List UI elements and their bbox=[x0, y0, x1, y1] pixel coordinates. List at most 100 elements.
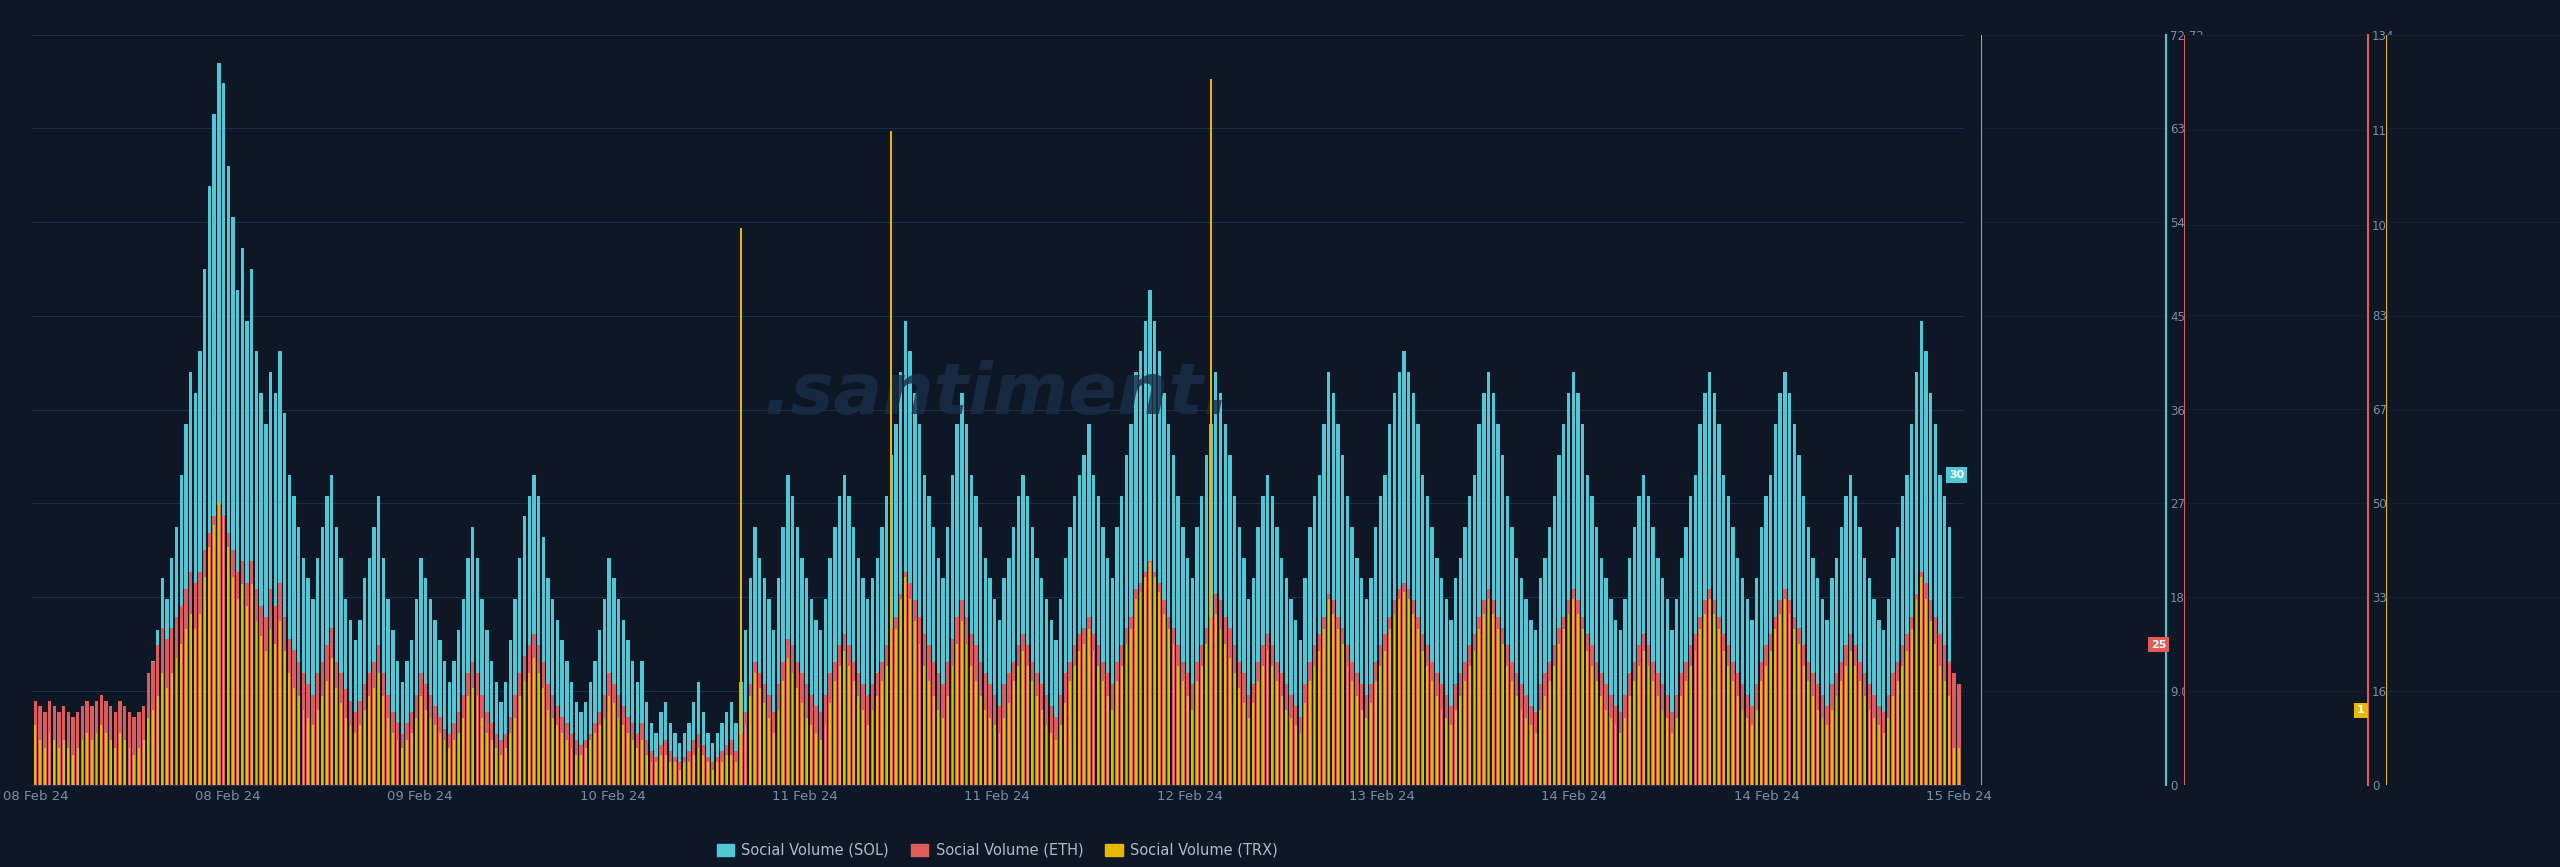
Bar bbox=[486, 712, 489, 785]
Bar bbox=[1751, 620, 1754, 785]
Bar bbox=[627, 718, 630, 785]
Bar bbox=[1859, 527, 1861, 785]
Bar bbox=[594, 723, 596, 785]
Bar bbox=[1359, 684, 1364, 785]
Bar bbox=[832, 662, 837, 785]
Bar bbox=[1275, 527, 1277, 785]
Bar bbox=[768, 599, 771, 785]
Bar bbox=[399, 734, 404, 785]
Bar bbox=[678, 762, 681, 785]
Bar bbox=[218, 62, 220, 785]
Bar bbox=[392, 712, 394, 785]
Bar bbox=[1523, 599, 1528, 785]
Text: 25: 25 bbox=[2150, 640, 2166, 649]
Bar bbox=[1416, 616, 1421, 785]
Bar bbox=[1641, 634, 1646, 785]
Bar bbox=[1011, 527, 1016, 785]
Bar bbox=[1567, 600, 1569, 785]
Bar bbox=[919, 616, 922, 785]
Bar bbox=[1679, 557, 1682, 785]
Bar bbox=[602, 599, 607, 785]
Text: 1: 1 bbox=[2358, 706, 2365, 715]
Bar bbox=[259, 393, 264, 785]
Bar bbox=[202, 550, 207, 785]
Bar bbox=[515, 695, 517, 785]
Bar bbox=[1897, 527, 1900, 785]
Bar bbox=[315, 673, 320, 785]
Bar bbox=[599, 712, 602, 785]
Bar bbox=[768, 695, 771, 785]
Bar bbox=[1324, 424, 1326, 785]
Bar bbox=[297, 527, 300, 785]
Bar bbox=[1206, 628, 1208, 785]
Bar bbox=[251, 269, 253, 785]
Bar bbox=[1756, 684, 1759, 785]
Bar bbox=[307, 684, 310, 785]
Bar bbox=[517, 673, 522, 785]
Bar bbox=[1078, 475, 1080, 785]
Bar bbox=[1905, 475, 1910, 785]
Bar bbox=[852, 662, 855, 785]
Bar bbox=[1124, 454, 1129, 785]
Bar bbox=[753, 527, 758, 785]
Bar bbox=[1539, 684, 1541, 785]
Bar bbox=[527, 645, 530, 785]
Bar bbox=[594, 661, 596, 785]
Bar bbox=[1708, 589, 1710, 785]
Bar bbox=[1871, 599, 1876, 785]
Bar bbox=[1495, 424, 1500, 785]
Bar bbox=[1370, 684, 1372, 785]
Bar bbox=[781, 527, 786, 785]
Bar bbox=[425, 578, 428, 785]
Bar bbox=[763, 684, 765, 785]
Bar bbox=[622, 620, 625, 785]
Bar bbox=[832, 527, 837, 785]
Bar bbox=[1577, 600, 1580, 785]
Bar bbox=[1610, 599, 1613, 785]
Bar bbox=[1697, 616, 1702, 785]
Bar bbox=[1769, 634, 1772, 785]
Bar bbox=[207, 186, 210, 785]
Bar bbox=[607, 673, 612, 785]
Bar bbox=[1477, 424, 1480, 785]
Bar bbox=[128, 743, 131, 785]
Bar bbox=[1472, 634, 1477, 785]
Bar bbox=[118, 723, 123, 785]
Bar bbox=[1610, 695, 1613, 785]
Bar bbox=[1958, 684, 1961, 785]
Bar bbox=[1562, 616, 1567, 785]
Bar bbox=[1308, 527, 1311, 785]
Bar bbox=[1905, 634, 1910, 785]
Bar bbox=[1178, 496, 1180, 785]
Bar bbox=[617, 695, 620, 785]
Bar bbox=[650, 723, 653, 785]
Bar bbox=[1044, 695, 1047, 785]
Bar bbox=[824, 695, 827, 785]
Bar bbox=[1618, 630, 1623, 785]
Bar bbox=[881, 662, 883, 785]
Bar bbox=[67, 743, 69, 785]
Bar bbox=[466, 557, 471, 785]
Bar bbox=[128, 712, 131, 785]
Bar bbox=[837, 645, 842, 785]
Bar bbox=[1393, 393, 1395, 785]
Text: 30: 30 bbox=[1948, 470, 1964, 480]
Bar bbox=[663, 702, 668, 785]
Bar bbox=[481, 599, 484, 785]
Bar bbox=[123, 707, 125, 785]
Bar bbox=[264, 616, 269, 785]
Bar bbox=[1439, 578, 1444, 785]
Bar bbox=[279, 583, 282, 785]
Bar bbox=[1495, 616, 1500, 785]
Bar bbox=[1656, 557, 1659, 785]
Bar bbox=[1695, 475, 1697, 785]
Bar bbox=[837, 496, 842, 785]
Bar bbox=[809, 695, 814, 785]
Bar bbox=[251, 561, 253, 785]
Bar bbox=[712, 762, 714, 785]
Bar bbox=[955, 424, 960, 785]
Bar bbox=[532, 475, 535, 785]
Bar bbox=[1149, 290, 1152, 785]
Bar bbox=[655, 733, 658, 785]
Bar bbox=[1521, 578, 1523, 785]
